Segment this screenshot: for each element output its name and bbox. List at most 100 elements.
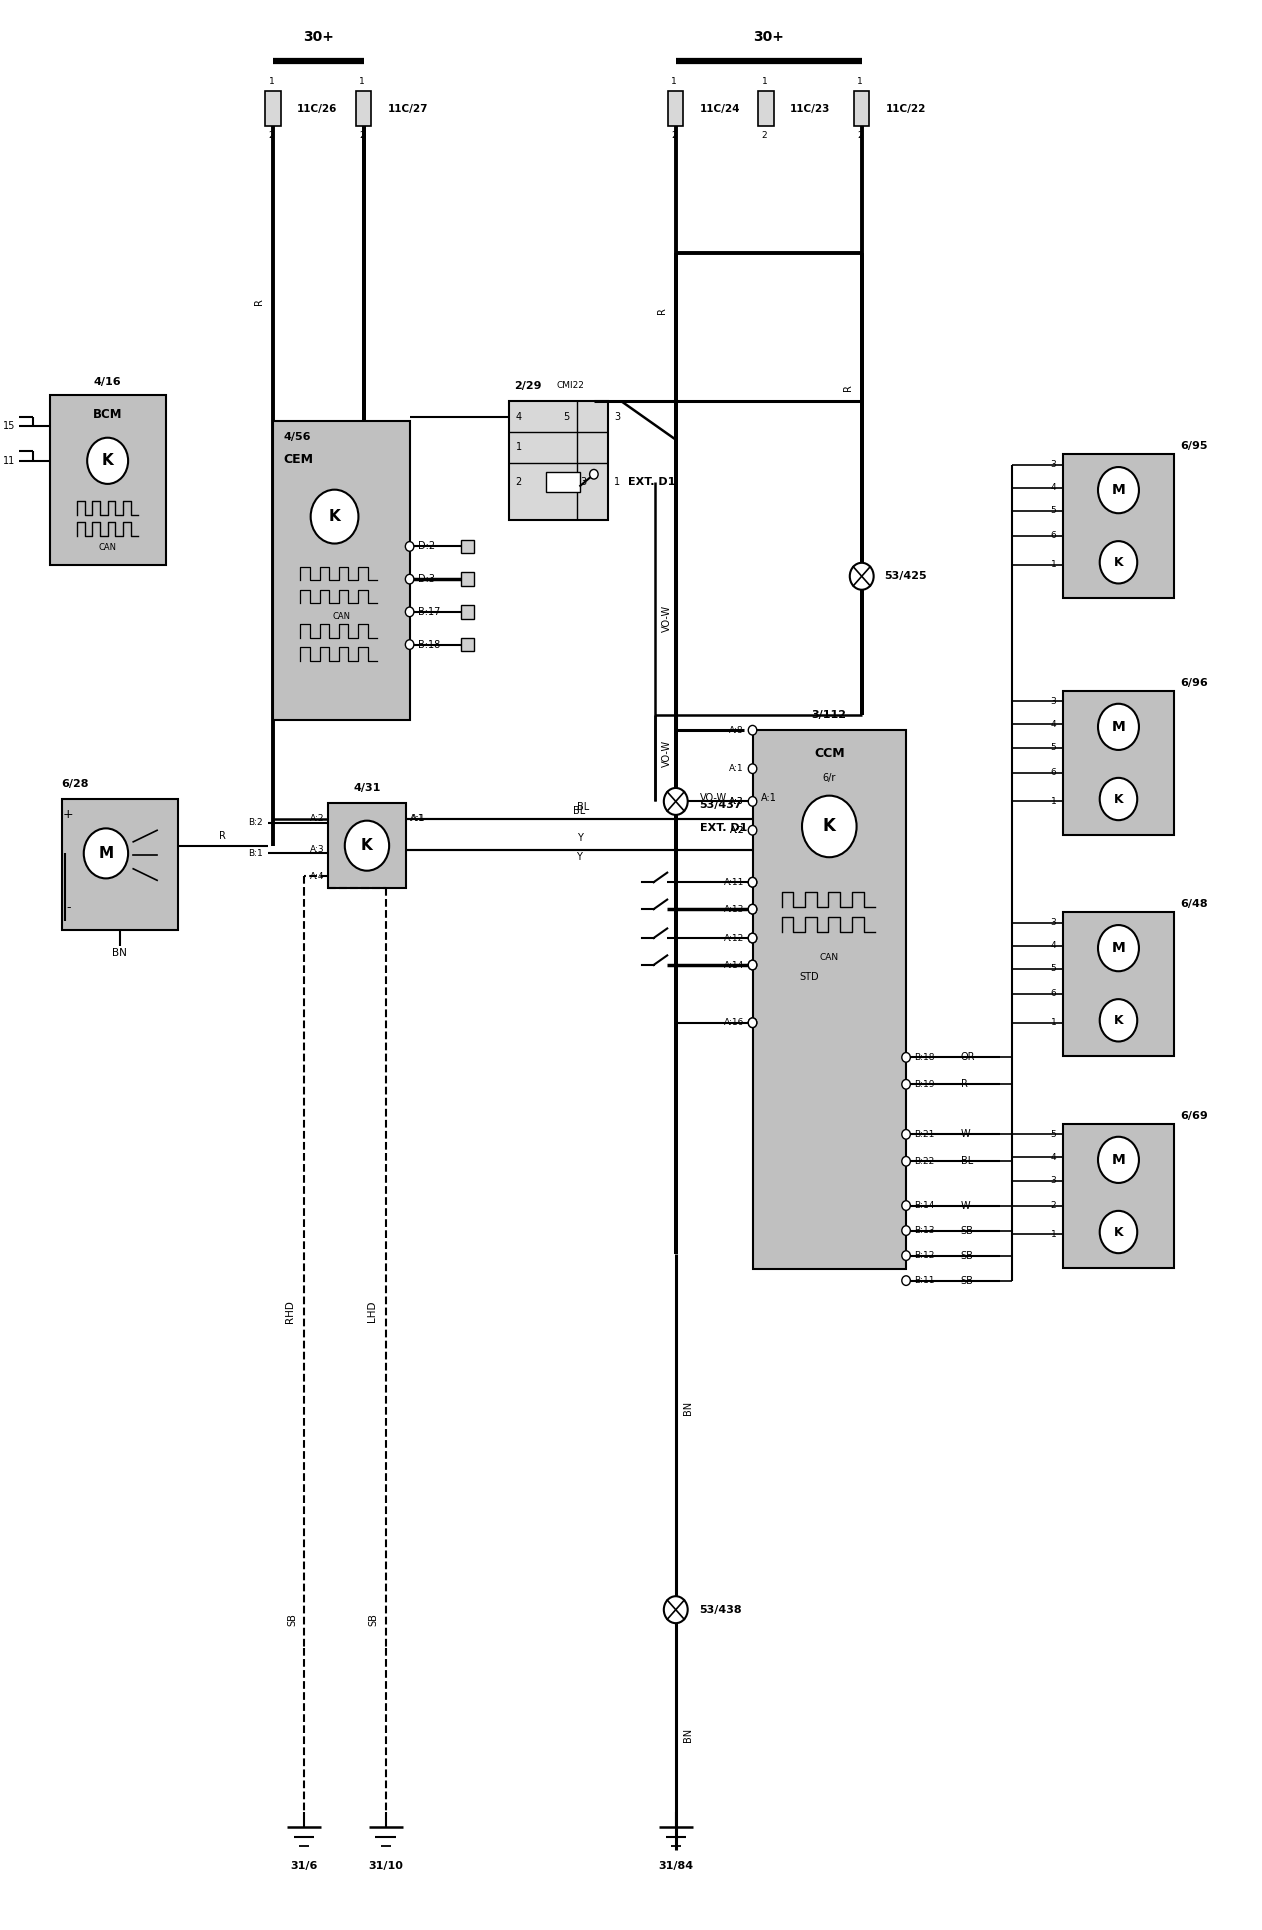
- Circle shape: [405, 542, 414, 552]
- Text: 2: 2: [671, 131, 676, 141]
- Circle shape: [664, 1596, 688, 1623]
- Text: 53/425: 53/425: [883, 571, 926, 581]
- Bar: [62, 799, 178, 930]
- Text: 1: 1: [761, 77, 767, 87]
- Circle shape: [589, 469, 598, 479]
- Circle shape: [1099, 540, 1137, 583]
- Text: 2: 2: [857, 131, 863, 141]
- Circle shape: [1098, 924, 1138, 971]
- Text: CCM: CCM: [814, 747, 844, 760]
- Text: 4: 4: [1050, 1152, 1056, 1162]
- Text: 11C/23: 11C/23: [790, 104, 830, 114]
- Text: B:19: B:19: [915, 1079, 935, 1089]
- Text: R: R: [255, 297, 265, 305]
- Text: 1: 1: [1050, 1019, 1056, 1027]
- Bar: [758, 91, 774, 125]
- Text: A:3: A:3: [309, 845, 324, 855]
- Text: 11C/26: 11C/26: [297, 104, 337, 114]
- Text: CAN: CAN: [98, 542, 116, 552]
- Circle shape: [1098, 467, 1138, 513]
- Text: A:4: A:4: [309, 872, 324, 880]
- Text: 6: 6: [1050, 531, 1056, 540]
- Bar: [461, 606, 475, 620]
- Text: CEM: CEM: [284, 454, 313, 467]
- Text: A:1: A:1: [729, 764, 745, 774]
- Bar: [273, 421, 410, 720]
- Text: 5: 5: [1050, 506, 1056, 515]
- Text: BCM: BCM: [93, 407, 122, 421]
- Text: 1: 1: [857, 77, 863, 87]
- Circle shape: [902, 1129, 910, 1139]
- Text: OR: OR: [960, 1052, 976, 1062]
- Text: CMI22: CMI22: [557, 382, 584, 390]
- Text: 3: 3: [1050, 459, 1056, 469]
- Text: VO-W: VO-W: [663, 604, 673, 633]
- Text: A:11: A:11: [723, 878, 745, 886]
- Text: 6: 6: [1050, 768, 1056, 778]
- Circle shape: [748, 934, 757, 944]
- Text: 31/6: 31/6: [290, 1861, 318, 1870]
- Text: 4/56: 4/56: [284, 432, 310, 442]
- Bar: [752, 730, 906, 1270]
- Bar: [49, 396, 165, 565]
- Text: 3: 3: [1050, 919, 1056, 926]
- Text: W: W: [960, 1200, 970, 1210]
- Text: 11: 11: [4, 455, 15, 465]
- Text: 2: 2: [762, 131, 767, 141]
- Circle shape: [405, 575, 414, 585]
- Text: 2/29: 2/29: [514, 380, 541, 390]
- Text: 1: 1: [358, 77, 365, 87]
- Circle shape: [748, 934, 757, 944]
- Text: 6: 6: [1050, 990, 1056, 998]
- Text: 6/96: 6/96: [1181, 677, 1209, 689]
- Text: 2: 2: [1050, 1200, 1056, 1210]
- Text: 2: 2: [269, 131, 274, 141]
- Text: 1: 1: [516, 442, 522, 452]
- Text: STD: STD: [799, 971, 819, 982]
- Circle shape: [902, 1251, 910, 1260]
- Bar: [668, 91, 684, 125]
- Text: B:12: B:12: [915, 1251, 935, 1260]
- Text: 4: 4: [1050, 482, 1056, 492]
- Text: Y: Y: [577, 834, 583, 843]
- Circle shape: [1099, 778, 1137, 820]
- Text: 1: 1: [1050, 1229, 1056, 1239]
- Circle shape: [748, 1017, 757, 1027]
- Circle shape: [902, 1052, 910, 1062]
- Text: B:14: B:14: [915, 1200, 935, 1210]
- Text: B:18: B:18: [915, 1054, 935, 1062]
- Circle shape: [748, 961, 757, 969]
- Bar: [509, 401, 607, 521]
- Circle shape: [748, 1017, 757, 1027]
- Text: D:2: D:2: [418, 542, 435, 552]
- Bar: [854, 91, 870, 125]
- Text: A:16: A:16: [723, 1019, 745, 1027]
- Bar: [1063, 691, 1174, 836]
- Text: BN: BN: [683, 1727, 693, 1743]
- Text: VO-W: VO-W: [663, 739, 673, 766]
- Bar: [1063, 454, 1174, 598]
- Text: 31/84: 31/84: [659, 1861, 693, 1870]
- Text: M: M: [1112, 482, 1126, 498]
- Text: BL: BL: [577, 803, 589, 813]
- Circle shape: [664, 787, 688, 814]
- Text: EXT. D1: EXT. D1: [699, 824, 747, 834]
- Text: BL: BL: [573, 807, 586, 816]
- Circle shape: [405, 639, 414, 648]
- Text: 1: 1: [671, 77, 676, 87]
- Text: 11C/22: 11C/22: [886, 104, 926, 114]
- Circle shape: [405, 608, 414, 618]
- Circle shape: [748, 797, 757, 807]
- Circle shape: [902, 1276, 910, 1285]
- Text: 4: 4: [1050, 942, 1056, 950]
- Text: 5: 5: [1050, 743, 1056, 753]
- Text: 4/31: 4/31: [353, 784, 381, 793]
- Text: A:13: A:13: [723, 905, 745, 913]
- Circle shape: [748, 905, 757, 915]
- Text: 30+: 30+: [303, 31, 333, 44]
- Circle shape: [748, 726, 757, 735]
- Text: 1: 1: [615, 477, 621, 486]
- Text: CAN: CAN: [820, 953, 839, 961]
- Text: A:3: A:3: [729, 797, 745, 807]
- Text: Y: Y: [577, 853, 582, 863]
